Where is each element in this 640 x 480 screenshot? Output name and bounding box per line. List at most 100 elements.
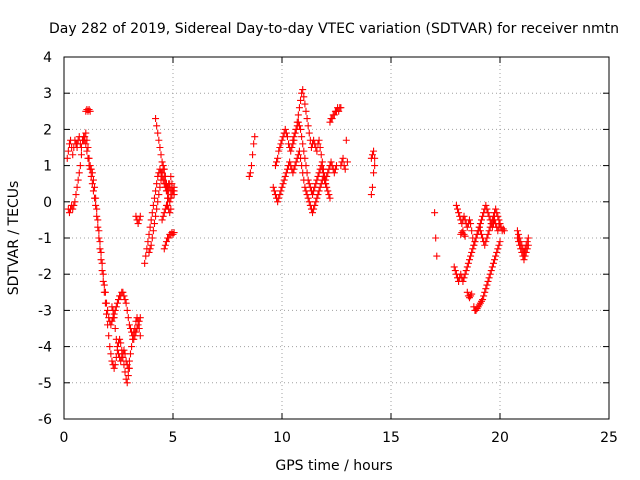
- data-point: [467, 220, 475, 228]
- data-point: [166, 198, 174, 206]
- data-point: [326, 194, 334, 202]
- data-point: [96, 245, 104, 253]
- data-point: [465, 256, 473, 264]
- data-point: [303, 115, 311, 123]
- data-point: [524, 241, 532, 249]
- series-arc-u: [431, 209, 441, 260]
- data-point: [157, 151, 165, 159]
- data-point: [326, 118, 334, 126]
- data-point: [147, 216, 155, 224]
- data-point: [281, 172, 289, 180]
- data-point: [315, 136, 323, 144]
- data-point: [371, 162, 379, 170]
- data-point: [330, 111, 338, 119]
- series-arc-f: [108, 303, 144, 372]
- data-point: [486, 223, 494, 231]
- data-point: [124, 372, 132, 380]
- chart-title: Day 282 of 2019, Sidereal Day-to-day VTE…: [49, 21, 619, 37]
- data-point: [463, 223, 471, 231]
- data-point: [107, 321, 115, 329]
- y-tick-label: -5: [38, 376, 52, 392]
- data-point: [489, 259, 497, 267]
- data-point: [142, 252, 150, 260]
- data-point: [304, 176, 312, 184]
- axis-ticks: [63, 56, 610, 420]
- data-point: [84, 144, 92, 151]
- data-point: [339, 154, 347, 162]
- data-point: [94, 216, 102, 224]
- data-point: [301, 154, 309, 162]
- data-point: [341, 165, 349, 173]
- data-point: [314, 140, 322, 148]
- data-point: [76, 162, 84, 170]
- data-point: [289, 169, 297, 177]
- data-point: [154, 129, 162, 137]
- data-point: [325, 191, 333, 199]
- data-point: [97, 256, 105, 264]
- y-tick-labels: -6 -5 -4 -3 -2 -1 0 1 2 3 4: [38, 50, 52, 428]
- data-point: [92, 201, 100, 209]
- data-point: [156, 144, 164, 151]
- x-tick-label: 25: [600, 430, 618, 446]
- data-point: [98, 259, 106, 267]
- data-point: [160, 245, 168, 253]
- data-point: [335, 107, 343, 115]
- series-arc-p: [289, 118, 340, 199]
- data-point: [75, 169, 83, 177]
- data-point: [467, 252, 475, 260]
- data-point: [103, 299, 111, 307]
- data-point: [105, 332, 113, 340]
- series-arc-v: [452, 201, 508, 249]
- data-point: [299, 140, 307, 148]
- data-point: [495, 216, 503, 224]
- data-point: [126, 350, 134, 358]
- data-point: [89, 187, 97, 195]
- data-point: [481, 241, 489, 249]
- data-point: [482, 201, 490, 209]
- data-point: [312, 180, 320, 188]
- data-point: [155, 136, 163, 144]
- data-point: [77, 151, 85, 159]
- data-point: [166, 209, 174, 217]
- data-point: [370, 169, 378, 177]
- series-arc-w: [450, 205, 504, 285]
- data-point: [77, 144, 85, 151]
- data-point: [148, 234, 156, 242]
- data-point: [146, 223, 154, 231]
- data-point: [318, 165, 326, 173]
- data-point: [295, 122, 303, 130]
- data-point: [275, 147, 283, 155]
- data-point: [164, 201, 172, 209]
- y-tick-label: 1: [43, 159, 52, 175]
- data-point: [523, 245, 531, 253]
- data-point: [513, 227, 521, 235]
- data-point: [483, 281, 491, 289]
- data-point: [461, 270, 469, 278]
- data-point: [433, 252, 441, 260]
- data-point: [300, 93, 308, 101]
- data-point: [113, 343, 121, 351]
- data-point: [337, 104, 345, 112]
- data-point: [86, 107, 94, 115]
- data-point: [125, 357, 133, 365]
- data-point: [313, 147, 321, 155]
- data-point: [451, 267, 459, 275]
- data-point: [513, 234, 521, 242]
- data-point: [164, 194, 172, 202]
- data-point: [491, 256, 499, 264]
- data-point: [460, 274, 468, 282]
- data-point: [110, 314, 118, 322]
- data-point: [495, 241, 503, 249]
- data-point: [87, 165, 95, 173]
- y-tick-label: -6: [38, 412, 52, 428]
- data-point: [465, 216, 473, 224]
- data-point: [277, 187, 285, 195]
- x-tick-label: 10: [273, 430, 291, 446]
- series-arc-t: [367, 147, 379, 162]
- data-point: [99, 277, 107, 285]
- data-point: [368, 183, 376, 191]
- data-point: [167, 205, 175, 213]
- data-point: [152, 187, 160, 195]
- data-point: [289, 136, 297, 144]
- data-point: [463, 288, 471, 296]
